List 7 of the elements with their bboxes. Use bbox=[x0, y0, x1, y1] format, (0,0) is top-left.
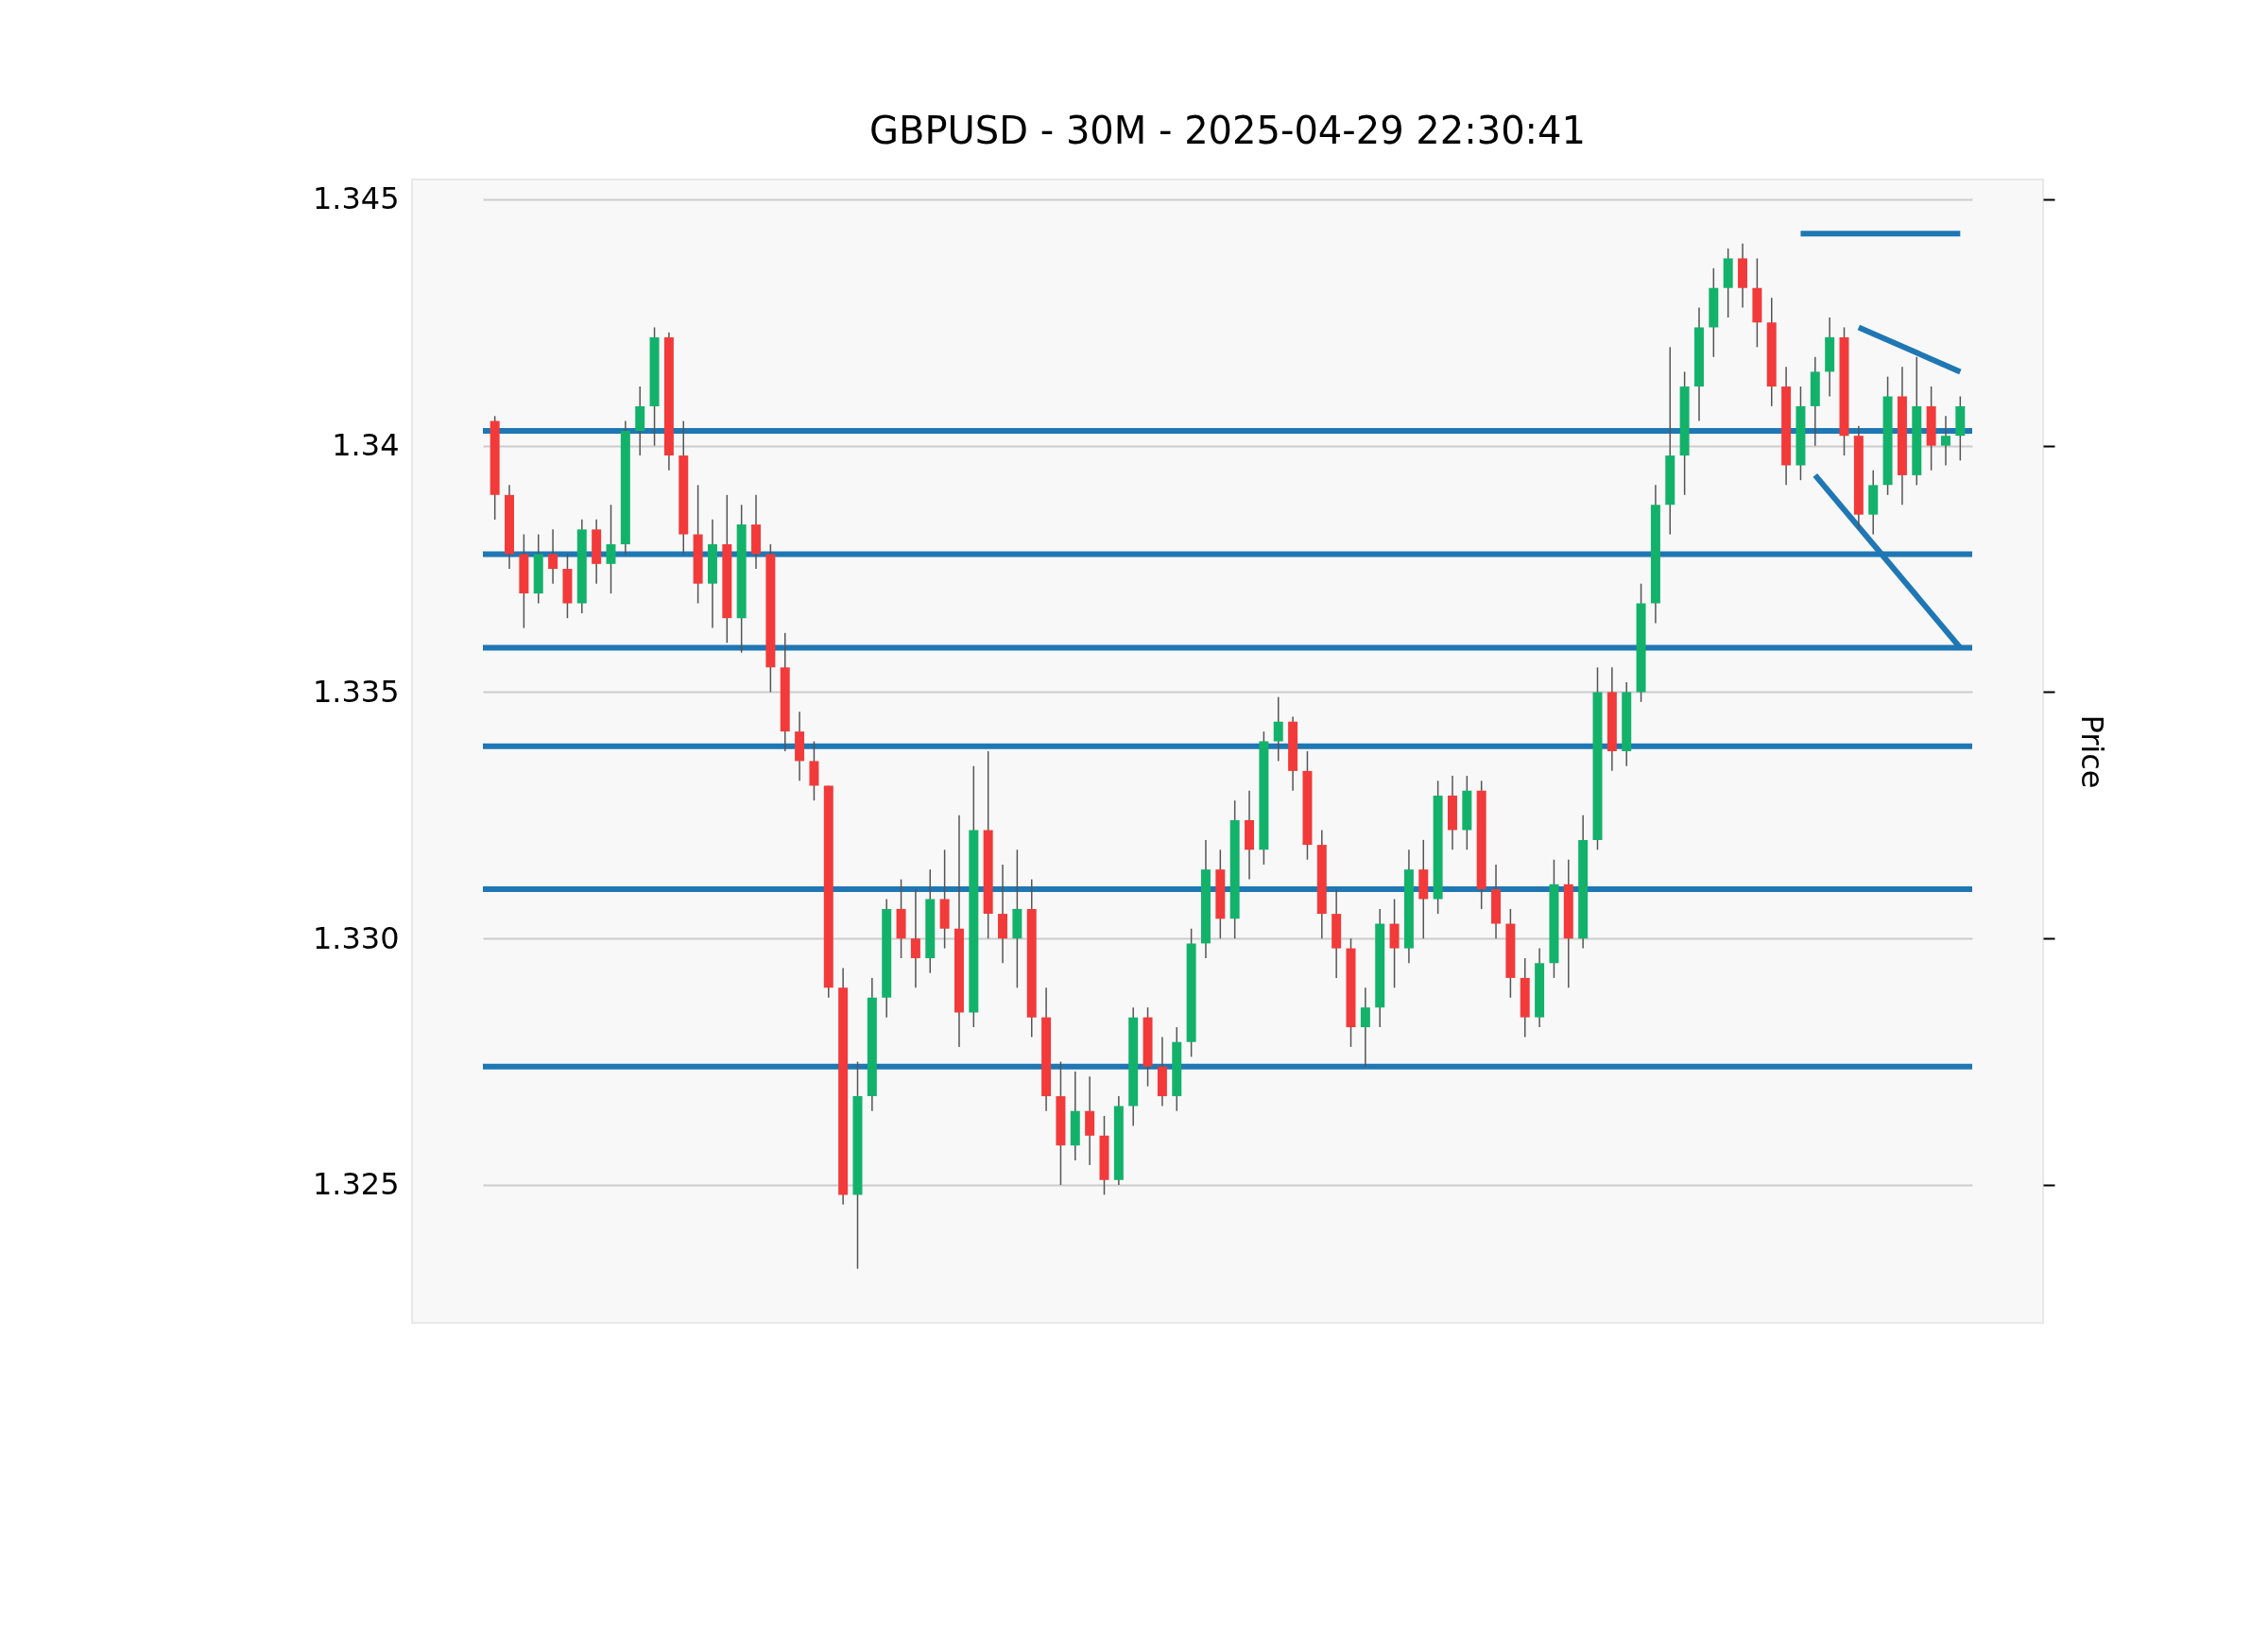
y-tick-label: 1.330 bbox=[312, 919, 400, 956]
y-axis-title: Price bbox=[2073, 714, 2110, 789]
y-tick-label: 1.345 bbox=[312, 180, 400, 217]
y-tick-label: 1.325 bbox=[312, 1166, 400, 1203]
chart-title: GBPUSD - 30M - 2025-04-29 22:30:41 bbox=[869, 109, 1586, 152]
y-tick-label: 1.34 bbox=[332, 427, 400, 464]
y-tick-label: 1.335 bbox=[312, 673, 400, 710]
